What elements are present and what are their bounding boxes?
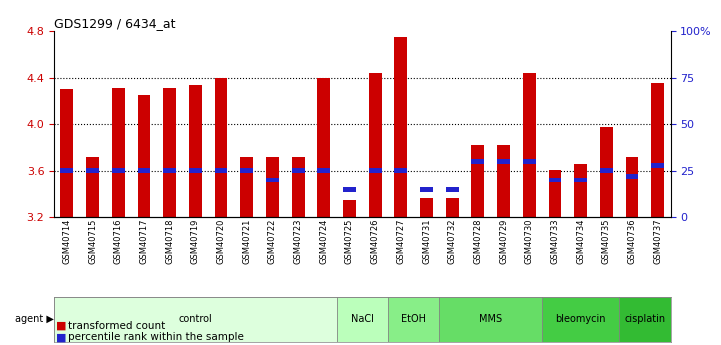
Bar	[189, 85, 202, 217]
Bar	[549, 178, 562, 183]
Bar	[215, 78, 227, 217]
Bar	[600, 127, 613, 217]
Bar	[542, 297, 619, 342]
Bar	[266, 178, 279, 183]
Bar	[163, 168, 176, 173]
Bar	[112, 168, 125, 173]
Bar	[388, 297, 439, 342]
Bar	[138, 168, 151, 173]
Bar	[420, 198, 433, 217]
Bar	[343, 187, 356, 192]
Text: EtOH: EtOH	[401, 314, 426, 324]
Bar	[446, 198, 459, 217]
Bar	[368, 168, 381, 173]
Bar	[472, 159, 485, 164]
Bar	[472, 145, 485, 217]
Text: GDS1299 / 6434_at: GDS1299 / 6434_at	[54, 17, 176, 30]
Text: control: control	[179, 314, 212, 324]
Bar	[368, 73, 381, 217]
Text: percentile rank within the sample: percentile rank within the sample	[68, 333, 244, 342]
Bar	[600, 168, 613, 173]
Bar	[163, 88, 176, 217]
Bar	[549, 170, 562, 217]
Bar	[497, 145, 510, 217]
Bar	[54, 297, 337, 342]
Bar	[574, 178, 587, 183]
Bar	[523, 73, 536, 217]
Text: cisplatin: cisplatin	[624, 314, 665, 324]
Bar	[317, 78, 330, 217]
Text: MMS: MMS	[479, 314, 503, 324]
Bar	[497, 159, 510, 164]
Bar	[626, 174, 638, 179]
Bar	[189, 168, 202, 173]
Text: ■: ■	[56, 321, 67, 331]
Bar	[240, 157, 253, 217]
Bar	[112, 88, 125, 217]
Bar	[61, 168, 74, 173]
Bar	[337, 297, 388, 342]
Bar	[87, 168, 99, 173]
Text: agent ▶: agent ▶	[15, 314, 54, 324]
Text: ■: ■	[56, 333, 67, 342]
Bar	[317, 168, 330, 173]
Bar	[574, 164, 587, 217]
Bar	[626, 157, 638, 217]
Text: NaCl: NaCl	[351, 314, 373, 324]
Bar	[439, 297, 542, 342]
Bar	[420, 187, 433, 192]
Bar	[215, 168, 227, 173]
Text: transformed count: transformed count	[68, 321, 166, 331]
Bar	[394, 37, 407, 217]
Bar	[292, 157, 304, 217]
Bar	[266, 157, 279, 217]
Bar	[446, 187, 459, 192]
Bar	[394, 168, 407, 173]
Bar	[138, 95, 151, 217]
Bar	[240, 168, 253, 173]
Bar	[651, 163, 664, 168]
Text: bleomycin: bleomycin	[555, 314, 606, 324]
Bar	[619, 297, 671, 342]
Bar	[651, 83, 664, 217]
Bar	[87, 157, 99, 217]
Bar	[523, 159, 536, 164]
Bar	[343, 200, 356, 217]
Bar	[292, 168, 304, 173]
Bar	[61, 89, 74, 217]
